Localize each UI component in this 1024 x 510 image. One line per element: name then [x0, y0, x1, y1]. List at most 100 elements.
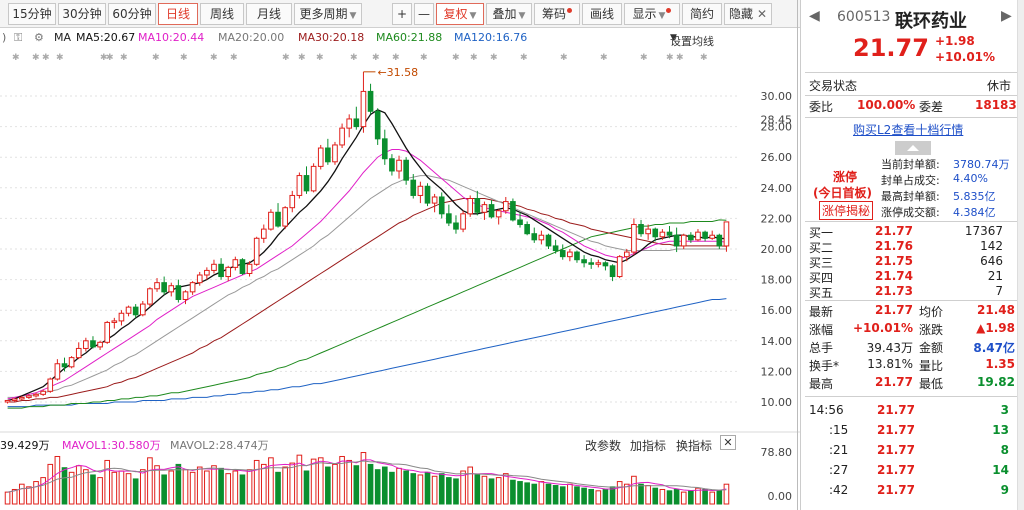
star-marker-icon: ✱ [470, 53, 478, 63]
ma-label: MA [54, 31, 72, 44]
order-row[interactable]: 买一 21.77 17367 [801, 222, 1019, 240]
candle [161, 282, 167, 293]
volume-bar [296, 454, 303, 505]
order-row[interactable]: 买二 21.76 142 [801, 237, 1019, 255]
seal-value: 3780.74万 [953, 158, 1010, 171]
swap-indicator-button[interactable]: 换指标 [676, 439, 713, 453]
period-daily-button[interactable]: 日线 [158, 3, 198, 25]
candle [47, 378, 54, 392]
candle [688, 234, 694, 241]
close-icon: ✕ [756, 7, 768, 21]
period-15min-button[interactable]: 15分钟 [8, 3, 56, 25]
candle [303, 175, 310, 192]
ma10-line [7, 149, 727, 400]
more-periods-dropdown[interactable]: 更多周期 ▼ [294, 3, 362, 25]
notification-dot-icon [567, 8, 572, 13]
candle [367, 90, 374, 112]
candle [239, 259, 246, 274]
volume-bar [332, 463, 338, 505]
candle [147, 288, 153, 305]
period-toolbar: 15分钟 30分钟 60分钟 日线 周线 月线 更多周期 ▼ + — 复权 ▼ 叠加… [0, 0, 800, 28]
candle [154, 282, 160, 290]
kline-chart[interactable]: ✱ ✱ ✱ ✱ ✱✱ ✱ ✱ ✱ ✱ ✱ ✱ ✱ ✱ ✱ ✱ ✱ ✱ ✱ ✱ ✱ ✱ ✱ ✱ ✱ ✱ ✱ ✱ 30.0028.452… [0, 46, 800, 510]
adjust-dropdown[interactable]: 复权 ▼ [436, 3, 484, 25]
overlay-dropdown[interactable]: 叠加 ▼ [486, 3, 532, 25]
ma5-value: MA5:20.67 [76, 31, 136, 44]
order-volume: 21 [987, 269, 1003, 283]
candle [488, 204, 495, 218]
period-weekly-button[interactable]: 周线 [200, 3, 244, 25]
volume-bar [68, 471, 75, 505]
hide-button[interactable]: 隐藏 ✕ [724, 3, 772, 25]
volume-bar [688, 490, 694, 505]
collapse-paren-icon[interactable]: ) [2, 31, 7, 44]
candle [403, 159, 409, 181]
volume-bar [268, 457, 274, 505]
zoom-in-button[interactable]: + [392, 3, 412, 25]
draw-line-button[interactable]: 画线 [582, 3, 622, 25]
candle [666, 231, 673, 236]
candle [709, 234, 716, 239]
zoom-out-button[interactable]: — [414, 3, 434, 25]
trade-status-value: 休市 [987, 79, 1012, 93]
ma20-line [7, 175, 727, 398]
star-marker-icon: ✱ [210, 53, 218, 63]
candle [602, 262, 609, 267]
candle [453, 222, 459, 230]
add-indicator-button[interactable]: 加指标 [630, 439, 667, 453]
chevron-down-icon: ▼ [670, 33, 677, 43]
period-60min-button[interactable]: 60分钟 [108, 3, 156, 25]
volume-bar [182, 469, 189, 505]
limit-up-secret-button[interactable]: 涨停揭秘 [819, 201, 874, 220]
candle [232, 259, 239, 268]
star-marker-icon: ✱ [700, 53, 708, 63]
simple-mode-button[interactable]: 简约 [682, 3, 722, 25]
panel-scrollbar[interactable] [1017, 0, 1024, 510]
last-price: 21.77 [853, 34, 929, 62]
tick-volume: 3 [1000, 403, 1009, 417]
collapse-tab[interactable] [895, 141, 931, 155]
volume-bar [360, 452, 367, 505]
candle [645, 228, 651, 235]
lock-icon[interactable]: ⚿ [14, 31, 23, 44]
display-dropdown[interactable]: 显示 ▼ [624, 3, 680, 25]
volume-axis: 78.80 0.00 [761, 446, 793, 503]
volume-bar [510, 479, 516, 505]
candle [460, 213, 466, 230]
prev-stock-icon[interactable]: ◀ [809, 8, 820, 24]
volume-bar [545, 483, 552, 505]
stat-label: 最新 [809, 305, 834, 319]
candle [40, 390, 46, 395]
tick-price: 21.77 [877, 483, 915, 497]
order-row[interactable]: 买三 21.75 646 [801, 252, 1019, 270]
candle [18, 396, 25, 400]
order-row[interactable]: 买四 21.74 21 [801, 267, 1019, 285]
buy-l2-link[interactable]: 购买L2查看十档行情 [853, 123, 964, 137]
volume-bar [253, 459, 260, 505]
volume-bars [4, 452, 730, 505]
order-volume: 7 [995, 284, 1003, 298]
candle [310, 165, 317, 192]
change-params-button[interactable]: 改参数 [585, 439, 622, 453]
volume-bar [310, 458, 317, 505]
star-marker-icon: ✱ [372, 53, 380, 63]
gear-icon[interactable]: ⚙ [34, 31, 44, 44]
order-row[interactable]: 买五 21.73 7 [801, 282, 1019, 300]
candle [396, 159, 402, 172]
star-marker-icon: ✱ [120, 53, 128, 63]
volume-bar [424, 471, 431, 505]
candle [189, 282, 196, 293]
period-30min-button[interactable]: 30分钟 [58, 3, 106, 25]
candle [595, 262, 602, 265]
period-monthly-button[interactable]: 月线 [246, 3, 292, 25]
candle [438, 196, 445, 215]
close-indicator-button[interactable]: ✕ [720, 435, 736, 450]
candle [552, 245, 559, 252]
chips-button[interactable]: 筹码 [534, 3, 580, 25]
weibi-label: 委比 [809, 100, 834, 114]
next-stock-icon[interactable]: ▶ [1001, 8, 1012, 24]
quote-panel: ◀ 600513 联环药业 ▶ 21.77 +1.98 +10.01% 交易状态… [800, 0, 1024, 510]
candle [332, 144, 338, 163]
tick-row: :27 21.77 14 [801, 461, 1019, 481]
stat-value: 13.81% [867, 357, 913, 371]
